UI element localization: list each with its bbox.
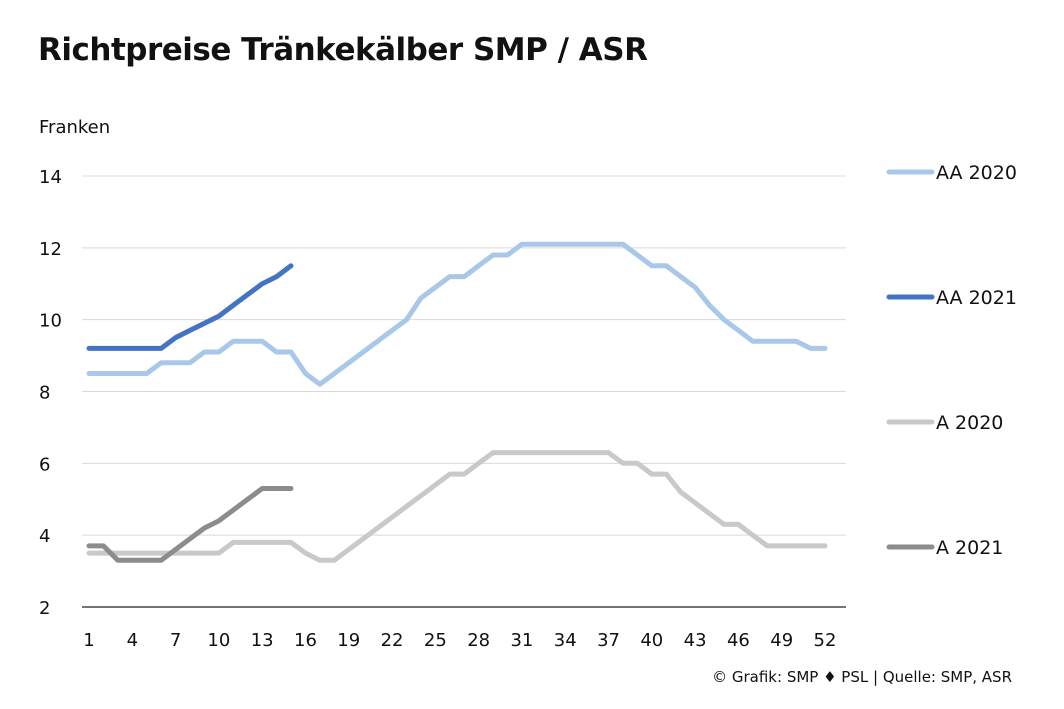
series-line bbox=[86, 263, 294, 351]
y-tick-label: 10 bbox=[39, 311, 62, 332]
x-tick-label: 22 bbox=[381, 630, 404, 651]
x-tick-label: 25 bbox=[424, 630, 447, 651]
legend-label: AA 2021 bbox=[936, 287, 1017, 309]
x-tick-label: 46 bbox=[727, 630, 750, 651]
y-tick-label: 8 bbox=[39, 383, 50, 404]
x-tick-label: 49 bbox=[770, 630, 793, 651]
y-tick-label: 6 bbox=[39, 454, 50, 475]
x-tick-label: 40 bbox=[640, 630, 663, 651]
legend-label: AA 2020 bbox=[936, 162, 1017, 184]
x-tick-label: 31 bbox=[510, 630, 533, 651]
x-tick-label: 43 bbox=[684, 630, 707, 651]
x-tick-label: 7 bbox=[170, 630, 181, 651]
y-tick-label: 2 bbox=[39, 598, 50, 619]
series-line bbox=[86, 450, 828, 563]
series-line bbox=[86, 486, 294, 563]
x-tick-label: 34 bbox=[554, 630, 577, 651]
x-tick-label: 28 bbox=[467, 630, 490, 651]
y-axis-ticks: 2 4 6 8 10 12 14 bbox=[39, 167, 62, 619]
x-tick-label: 16 bbox=[294, 630, 317, 651]
x-tick-label: 52 bbox=[814, 630, 837, 651]
legend-label: A 2021 bbox=[936, 537, 1003, 559]
source-credit: © Grafik: SMP ♦ PSL | Quelle: SMP, ASR bbox=[712, 668, 1012, 686]
x-tick-label: 19 bbox=[337, 630, 360, 651]
series-line bbox=[86, 241, 828, 387]
x-axis-ticks: 1 4 7 10 13 16 19 22 25 28 31 34 37 40 43 46 49 52 bbox=[83, 630, 836, 651]
legend-label: A 2020 bbox=[936, 412, 1003, 434]
chart-title: Richtpreise Tränkekälber SMP / ASR bbox=[38, 32, 648, 68]
x-tick-label: 1 bbox=[83, 630, 94, 651]
grid-lines bbox=[82, 175, 846, 608]
y-tick-label: 4 bbox=[39, 526, 50, 547]
y-tick-label: 12 bbox=[39, 239, 62, 260]
x-tick-label: 37 bbox=[597, 630, 620, 651]
x-tick-label: 13 bbox=[251, 630, 274, 651]
legend: AA 2020 AA 2021 A 2020 A 2021 bbox=[886, 162, 1017, 559]
x-tick-label: 10 bbox=[207, 630, 230, 651]
x-tick-label: 4 bbox=[127, 630, 138, 651]
y-axis-unit-label: Franken bbox=[39, 117, 111, 138]
y-tick-label: 14 bbox=[39, 167, 62, 188]
series-lines bbox=[86, 241, 828, 563]
